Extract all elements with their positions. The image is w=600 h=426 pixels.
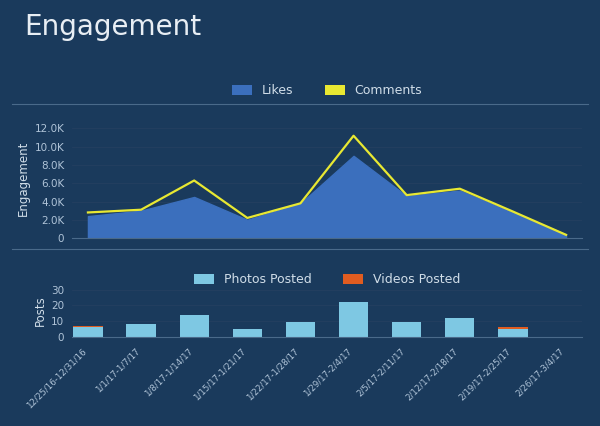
Bar <box>179 315 209 337</box>
Bar <box>339 302 368 337</box>
Bar <box>392 322 421 337</box>
Bar <box>499 327 527 329</box>
Legend: Likes, Comments: Likes, Comments <box>228 81 426 101</box>
Bar <box>73 325 103 327</box>
Bar <box>286 322 315 337</box>
Bar <box>233 329 262 337</box>
Y-axis label: Engagement: Engagement <box>17 141 31 216</box>
Text: Engagement: Engagement <box>24 13 201 41</box>
Bar <box>499 329 527 337</box>
Bar <box>73 327 103 337</box>
Bar <box>445 318 475 337</box>
Y-axis label: Posts: Posts <box>34 295 47 326</box>
Bar <box>127 324 155 337</box>
Legend: Photos Posted, Videos Posted: Photos Posted, Videos Posted <box>190 270 464 290</box>
